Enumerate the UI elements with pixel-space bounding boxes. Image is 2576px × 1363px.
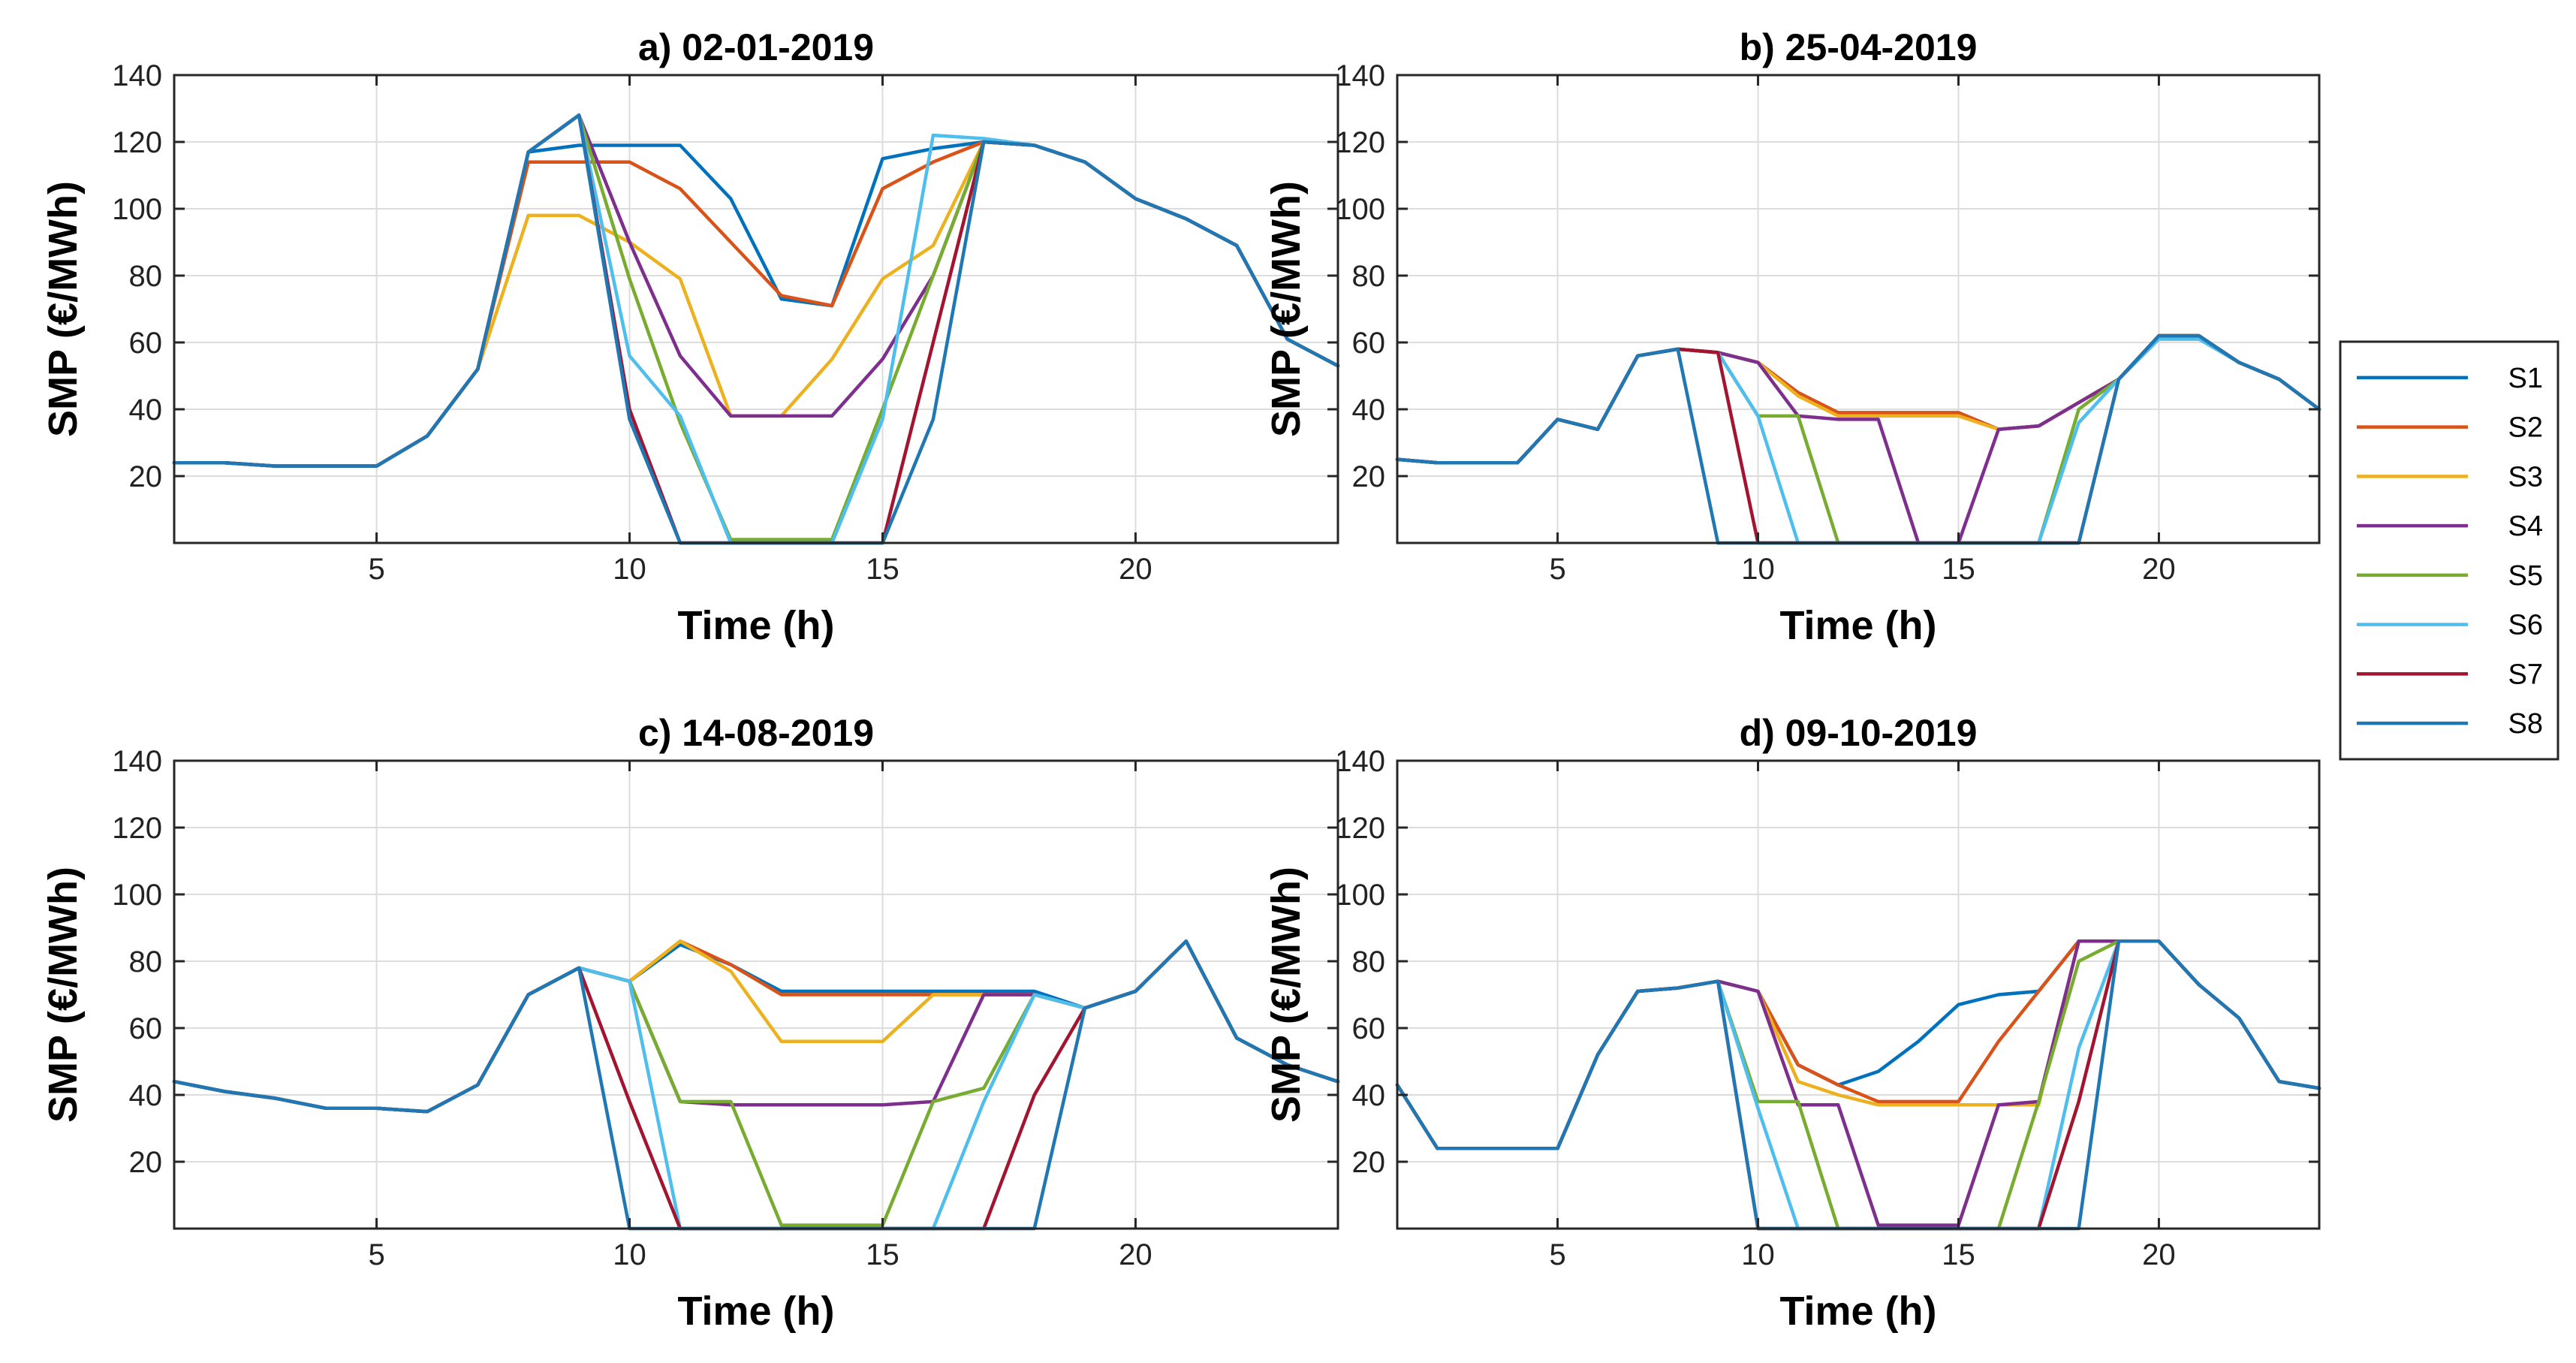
y-tick-label: 100 [1335, 879, 1385, 912]
legend-label: S4 [2508, 511, 2543, 542]
y-tick-label: 20 [1352, 1146, 1386, 1179]
y-tick-label: 40 [129, 1079, 163, 1112]
y-tick-label: 40 [1352, 394, 1386, 427]
x-axis-label: Time (h) [677, 603, 834, 648]
y-tick-label: 100 [112, 193, 162, 226]
y-tick-label: 140 [1335, 59, 1385, 92]
y-tick-label: 80 [1352, 945, 1386, 979]
x-tick-label: 10 [613, 1238, 646, 1271]
y-tick-label: 20 [129, 1146, 163, 1179]
y-tick-label: 140 [112, 745, 162, 778]
y-tick-label: 60 [129, 327, 163, 360]
legend-item: S7 [2357, 659, 2543, 690]
axes-box [1396, 74, 2321, 544]
x-tick-label: 10 [613, 553, 646, 586]
x-axis-label: Time (h) [677, 1289, 834, 1334]
subplot-0: 5 10 15 20 20 40 60 80 100 120 140 a) 02-01-2019 Tim… [41, 26, 1340, 648]
legend-label: S5 [2508, 560, 2543, 592]
x-tick-label: 15 [866, 553, 899, 586]
axes-box [173, 74, 1339, 544]
x-tick-label: 20 [1119, 1238, 1152, 1271]
x-tick-label: 10 [1741, 1238, 1775, 1271]
subplot-1: 5 10 15 20 20 40 60 80 100 120 140 b) 25-04-2019 Tim… [1264, 26, 2321, 648]
x-tick-label: 20 [2142, 553, 2176, 586]
y-tick-label: 100 [112, 879, 162, 912]
y-tick-label: 40 [1352, 1079, 1386, 1112]
legend-label: S1 [2508, 363, 2543, 394]
x-tick-label: 5 [368, 1238, 384, 1271]
x-tick-label: 15 [1942, 1238, 1975, 1271]
subplot-title: c) 14-08-2019 [638, 712, 874, 754]
x-tick-label: 5 [1549, 553, 1565, 586]
legend-item: S2 [2357, 412, 2543, 444]
x-tick-label: 5 [1549, 1238, 1565, 1271]
y-tick-label: 60 [1352, 327, 1386, 360]
legend-item: S8 [2357, 708, 2543, 740]
legend-label: S6 [2508, 610, 2543, 641]
legend: S1 S2 S3 S4 S5 S6 S7 S8 [2339, 340, 2559, 761]
y-axis-label: SMP (€/MWh) [1264, 867, 1309, 1123]
x-tick-label: 5 [368, 553, 384, 586]
subplot-title: d) 09-10-2019 [1740, 712, 1978, 754]
plot-area [174, 75, 1338, 543]
x-tick-label: 15 [1942, 553, 1975, 586]
legend-box [2339, 340, 2559, 761]
legend-item: S6 [2357, 610, 2543, 641]
y-tick-label: 60 [1352, 1012, 1386, 1045]
subplots: 5 10 15 20 20 40 60 80 100 120 140 a) 02-01-2019 Tim… [41, 26, 2321, 1334]
x-tick-label: 20 [1119, 553, 1152, 586]
y-tick-label: 80 [129, 945, 163, 979]
legend-label: S7 [2508, 659, 2543, 690]
legend-label: S8 [2508, 708, 2543, 740]
legend-item: S3 [2357, 461, 2543, 493]
y-tick-label: 80 [1352, 260, 1386, 293]
legend-item: S5 [2357, 560, 2543, 592]
y-axis-label: SMP (€/MWh) [1264, 181, 1309, 437]
x-tick-label: 10 [1741, 553, 1775, 586]
y-tick-label: 40 [129, 394, 163, 427]
y-tick-label: 120 [112, 812, 162, 845]
y-tick-label: 20 [1352, 460, 1386, 493]
y-tick-label: 20 [129, 460, 163, 493]
x-tick-label: 15 [866, 1238, 899, 1271]
y-tick-label: 120 [1335, 812, 1385, 845]
y-tick-label: 60 [129, 1012, 163, 1045]
plot-area [174, 761, 1338, 1229]
axes-box [1396, 759, 2321, 1230]
y-tick-label: 100 [1335, 193, 1385, 226]
axes-box [173, 759, 1339, 1230]
x-tick-label: 20 [2142, 1238, 2176, 1271]
plot-area [1397, 75, 2319, 543]
legend-label: S3 [2508, 461, 2543, 493]
subplot-3: 5 10 15 20 20 40 60 80 100 120 140 d) 09-10-2019 Tim… [1264, 712, 2321, 1334]
y-axis-label: SMP (€/MWh) [41, 181, 86, 437]
y-tick-label: 120 [112, 126, 162, 159]
legend-item: S4 [2357, 511, 2543, 542]
plot-area [1397, 761, 2319, 1229]
subplot-title: a) 02-01-2019 [638, 26, 874, 68]
y-tick-label: 140 [112, 59, 162, 92]
y-axis-label: SMP (€/MWh) [41, 867, 86, 1123]
y-tick-label: 120 [1335, 126, 1385, 159]
legend-item: S1 [2357, 363, 2543, 394]
subplot-title: b) 25-04-2019 [1740, 26, 1978, 68]
x-axis-label: Time (h) [1779, 1289, 1936, 1334]
x-axis-label: Time (h) [1779, 603, 1936, 648]
subplot-2: 5 10 15 20 20 40 60 80 100 120 140 c) 14-08-2019 Tim… [41, 712, 1340, 1334]
y-tick-label: 80 [129, 260, 163, 293]
legend-label: S2 [2508, 412, 2543, 444]
y-tick-label: 140 [1335, 745, 1385, 778]
